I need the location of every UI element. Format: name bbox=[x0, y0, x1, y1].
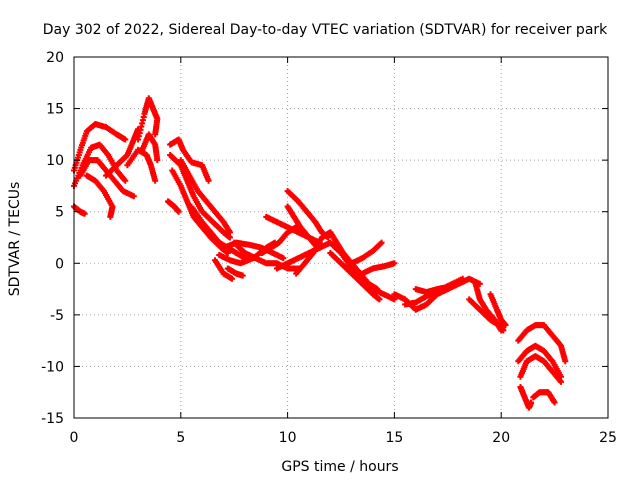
data-point bbox=[280, 255, 287, 262]
data-point bbox=[459, 275, 466, 282]
data-point bbox=[444, 284, 451, 291]
data-point bbox=[205, 177, 212, 184]
data-point bbox=[224, 249, 231, 256]
data-point bbox=[391, 296, 398, 303]
data-point bbox=[239, 272, 246, 279]
data-point bbox=[226, 234, 233, 241]
data-point bbox=[122, 177, 129, 184]
data-point bbox=[551, 399, 558, 406]
series-arc38 bbox=[515, 322, 569, 365]
x-axis-label: GPS time / hours bbox=[281, 459, 398, 475]
data-point bbox=[175, 208, 182, 215]
axis-ticks: 0 5 10 15 20 25 -15 -10 -5 0 5 10 15 20 bbox=[41, 50, 617, 446]
data-point bbox=[562, 358, 569, 365]
series-arc31 bbox=[359, 260, 398, 277]
series-arc4 bbox=[83, 172, 116, 220]
series-arc10 bbox=[167, 136, 212, 184]
y-axis-label: SDTVAR / TECUs bbox=[7, 182, 23, 297]
data-point bbox=[226, 229, 233, 236]
x-tick-label: 25 bbox=[599, 430, 617, 446]
data-point bbox=[528, 399, 535, 406]
series-arc3 bbox=[77, 157, 137, 200]
series-arc40 bbox=[517, 353, 565, 385]
series-arc8 bbox=[139, 131, 161, 164]
series-arc42 bbox=[530, 389, 558, 406]
series-arc41 bbox=[517, 384, 535, 411]
series-arc2 bbox=[71, 141, 129, 189]
series-arc11 bbox=[167, 151, 233, 241]
series-arc20 bbox=[211, 257, 236, 282]
data-point bbox=[502, 322, 509, 329]
x-tick-label: 15 bbox=[385, 430, 403, 446]
series-arc39 bbox=[515, 342, 565, 380]
series-arc30 bbox=[348, 239, 385, 267]
grid-lines bbox=[74, 57, 608, 418]
series-arc6 bbox=[103, 126, 142, 179]
data-points bbox=[71, 95, 569, 411]
series-arc19 bbox=[224, 265, 246, 279]
y-tick-label: -10 bbox=[41, 359, 64, 375]
series-arc26 bbox=[293, 229, 334, 277]
series-arc13 bbox=[177, 157, 233, 236]
data-point bbox=[500, 327, 507, 334]
y-tick-label: -5 bbox=[50, 308, 64, 324]
y-tick-label: 15 bbox=[46, 102, 64, 118]
data-point bbox=[154, 157, 161, 164]
series-arc24 bbox=[284, 203, 321, 251]
series-arc34 bbox=[412, 284, 451, 296]
x-tick-label: 0 bbox=[70, 430, 79, 446]
series-arc37 bbox=[487, 291, 509, 329]
series-arc9 bbox=[124, 146, 159, 184]
series-arc1 bbox=[71, 121, 129, 174]
x-tick-label: 20 bbox=[492, 430, 510, 446]
data-point bbox=[130, 193, 137, 200]
data-point bbox=[376, 296, 383, 303]
data-point bbox=[122, 136, 129, 143]
y-tick-label: 20 bbox=[46, 50, 64, 66]
y-tick-label: 0 bbox=[55, 256, 64, 272]
data-point bbox=[378, 239, 385, 246]
plot-frame bbox=[73, 56, 609, 419]
y-tick-label: 5 bbox=[55, 205, 64, 221]
series-arc29 bbox=[327, 249, 383, 303]
data-point bbox=[152, 131, 159, 138]
series-arc14 bbox=[164, 198, 182, 215]
x-tick-label: 10 bbox=[279, 430, 297, 446]
data-point bbox=[152, 177, 159, 184]
data-point bbox=[229, 275, 236, 282]
series-arc7 bbox=[135, 95, 161, 143]
data-point bbox=[81, 210, 88, 217]
series-arc36 bbox=[466, 296, 507, 334]
data-point bbox=[391, 260, 398, 267]
y-tick-label: -15 bbox=[41, 411, 64, 427]
x-tick-label: 5 bbox=[176, 430, 185, 446]
y-tick-label: 10 bbox=[46, 153, 64, 169]
data-point bbox=[107, 213, 114, 220]
data-point bbox=[558, 378, 565, 385]
chart-title: Day 302 of 2022, Sidereal Day-to-day VTE… bbox=[43, 22, 608, 38]
